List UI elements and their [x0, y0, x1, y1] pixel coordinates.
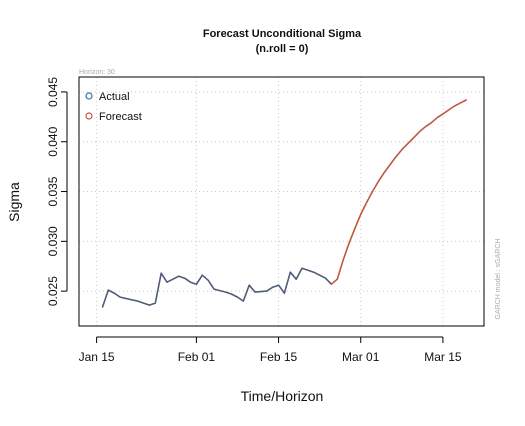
legend-forecast-label: Forecast [99, 111, 142, 123]
y-tick-label: 0.035 [46, 176, 60, 206]
data-point-forecast [342, 259, 344, 261]
data-point-actual [160, 272, 162, 274]
data-point-forecast [454, 105, 456, 107]
data-point-forecast [436, 117, 438, 119]
data-point-actual [289, 271, 291, 273]
data-point-actual [137, 300, 139, 302]
data-point-actual [242, 300, 244, 302]
data-point-forecast [448, 109, 450, 111]
x-tick-label: Mar 01 [342, 350, 380, 364]
data-point-actual [213, 288, 215, 290]
data-point-actual [148, 304, 150, 306]
series-line-actual [101, 267, 332, 308]
legend: Actual Forecast [85, 91, 142, 123]
data-point-forecast [459, 102, 462, 104]
data-point-actual [166, 281, 168, 283]
series-layer [101, 99, 467, 308]
data-point-forecast [430, 122, 432, 124]
data-point-forecast [371, 190, 374, 193]
data-point-forecast [336, 278, 338, 280]
x-axis-label: Time/Horizon [241, 388, 324, 404]
data-point-actual [307, 269, 309, 271]
x-tick-label: Feb 01 [178, 350, 216, 364]
data-point-actual [236, 296, 239, 298]
data-point-forecast [418, 131, 420, 133]
y-tick-label: 0.040 [46, 126, 60, 156]
data-point-actual [195, 283, 197, 285]
horizon-note: Horizon: 30 [79, 69, 115, 76]
model-note: GARCH model : sGARCH [495, 239, 502, 320]
data-point-forecast [377, 181, 379, 183]
data-point-actual [201, 274, 203, 276]
legend-actual-label: Actual [99, 91, 130, 103]
y-axis-label: Sigma [6, 182, 22, 222]
data-point-forecast [413, 137, 415, 139]
data-point-forecast [348, 242, 350, 244]
data-point-forecast [395, 156, 397, 158]
x-tick-label: Jan 15 [79, 350, 115, 364]
data-point-actual [254, 291, 256, 293]
data-point-actual [272, 286, 274, 288]
data-point-forecast [366, 201, 368, 204]
data-point-forecast [383, 172, 385, 174]
data-point-actual [324, 277, 327, 279]
data-point-forecast [465, 99, 467, 101]
data-point-actual [189, 281, 192, 283]
legend-forecast-marker [85, 112, 93, 120]
series-line-forecast [330, 99, 467, 285]
data-point-forecast [442, 113, 444, 115]
x-tick-label: Feb 15 [260, 350, 298, 364]
data-point-actual [266, 290, 268, 292]
data-point-actual [184, 277, 186, 279]
x-axis: Jan 15 Feb 01 Feb 15 Mar 01 Mar 15 [79, 336, 462, 364]
data-point-forecast [401, 149, 403, 151]
data-point-forecast [424, 126, 426, 128]
data-point-actual [248, 284, 250, 286]
data-point-actual [143, 302, 145, 304]
data-point-actual [295, 278, 297, 280]
data-point-actual [313, 271, 315, 273]
data-point-forecast [354, 227, 356, 229]
data-point-actual [301, 267, 303, 269]
chart-subtitle: (n.roll = 0) [256, 43, 309, 55]
data-point-actual [113, 292, 115, 294]
data-point-forecast [360, 213, 362, 215]
data-point-actual [319, 274, 321, 276]
y-tick-label: 0.045 [46, 77, 60, 107]
data-point-actual [225, 291, 227, 293]
data-point-actual [231, 293, 233, 295]
chart-title: Forecast Unconditional Sigma [203, 28, 362, 40]
data-point-actual [207, 279, 209, 281]
data-point-actual [154, 302, 156, 304]
data-point-forecast [389, 164, 391, 166]
y-tick-label: 0.025 [46, 276, 60, 306]
x-tick-label: Mar 15 [424, 350, 462, 364]
data-point-actual [178, 275, 180, 277]
data-point-actual [119, 296, 121, 298]
legend-actual-marker [85, 92, 93, 100]
data-point-actual [101, 306, 104, 308]
plot-frame [78, 76, 485, 327]
y-tick-label: 0.030 [46, 226, 60, 256]
grid-lines [79, 77, 484, 326]
y-axis: 0.025 0.030 0.035 0.040 0.045 [46, 77, 68, 306]
data-point-actual [283, 292, 285, 294]
data-point-forecast [407, 143, 409, 145]
data-point-actual [278, 284, 280, 286]
data-point-forecast [330, 283, 332, 285]
data-point-actual [107, 289, 109, 291]
